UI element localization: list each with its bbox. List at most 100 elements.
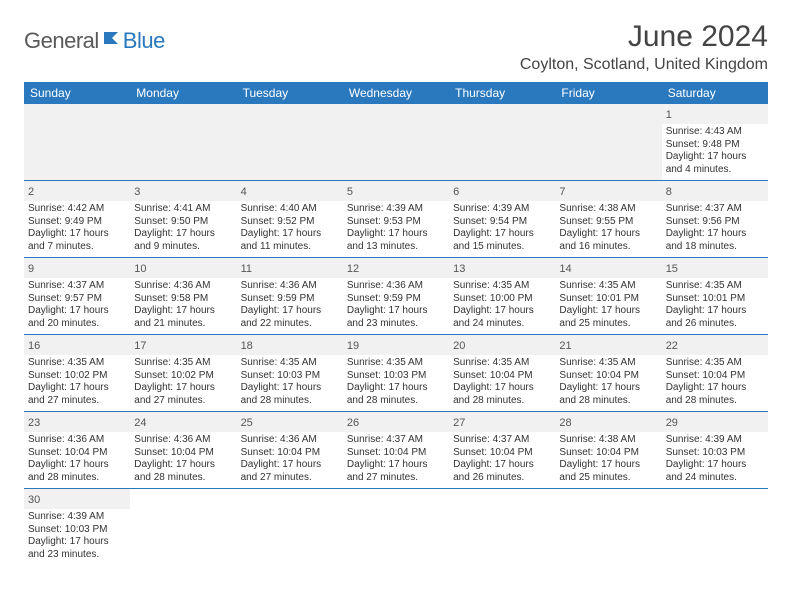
calendar-cell: 7Sunrise: 4:38 AMSunset: 9:55 PMDaylight… bbox=[555, 181, 661, 258]
sunset-text: Sunset: 10:02 PM bbox=[28, 370, 126, 383]
sunset-text: Sunset: 9:55 PM bbox=[559, 216, 657, 229]
day-details: Sunrise: 4:36 AMSunset: 10:04 PMDaylight… bbox=[28, 434, 126, 484]
calendar-cell bbox=[449, 104, 555, 181]
calendar-cell: 29 Sunrise: 4:39 AMSunset: 10:03 PMDaylig… bbox=[662, 412, 768, 489]
day-details: Sunrise: 4:38 AMSunset: 9:55 PMDaylight:… bbox=[559, 203, 657, 253]
day-number: 3 bbox=[134, 186, 140, 198]
logo-text-general: General bbox=[24, 28, 99, 54]
sunrise-text: Sunrise: 4:43 AM bbox=[666, 126, 764, 139]
calendar-body: 1Sunrise: 4:43 AMSunset: 9:48 PMDaylight… bbox=[24, 104, 768, 565]
day-details: Sunrise: 4:37 AMSunset: 10:04 PMDaylight… bbox=[453, 434, 551, 484]
sunrise-text: Sunrise: 4:37 AM bbox=[666, 203, 764, 216]
calendar-cell: 4Sunrise: 4:40 AMSunset: 9:52 PMDaylight… bbox=[237, 181, 343, 258]
day-header: Friday bbox=[555, 82, 661, 104]
day-details: Sunrise: 4:35 AMSunset: 10:03 PMDaylight… bbox=[241, 357, 339, 407]
day-number: 26 bbox=[347, 417, 359, 429]
calendar-cell: 1Sunrise: 4:43 AMSunset: 9:48 PMDaylight… bbox=[662, 104, 768, 181]
day-number: 6 bbox=[453, 186, 459, 198]
day-details: Sunrise: 4:35 AMSunset: 10:00 PMDaylight… bbox=[453, 280, 551, 330]
day-number: 29 bbox=[666, 417, 678, 429]
daylight-text: Daylight: 17 hours and 27 minutes. bbox=[134, 382, 232, 407]
day-details: Sunrise: 4:43 AMSunset: 9:48 PMDaylight:… bbox=[666, 126, 764, 176]
sunrise-text: Sunrise: 4:37 AM bbox=[453, 434, 551, 447]
sunset-text: Sunset: 10:02 PM bbox=[134, 370, 232, 383]
day-details: Sunrise: 4:39 AMSunset: 10:03 PMDaylight… bbox=[666, 434, 764, 484]
day-details: Sunrise: 4:37 AMSunset: 9:56 PMDaylight:… bbox=[666, 203, 764, 253]
daylight-text: Daylight: 17 hours and 18 minutes. bbox=[666, 228, 764, 253]
header: General Blue June 2024 Coylton, Scotland… bbox=[24, 20, 768, 74]
sunrise-text: Sunrise: 4:35 AM bbox=[347, 357, 445, 370]
sunset-text: Sunset: 10:04 PM bbox=[453, 370, 551, 383]
sunrise-text: Sunrise: 4:37 AM bbox=[347, 434, 445, 447]
sunset-text: Sunset: 10:04 PM bbox=[559, 447, 657, 460]
calendar-cell: 27Sunrise: 4:37 AMSunset: 10:04 PMDaylig… bbox=[449, 412, 555, 489]
day-number: 28 bbox=[559, 417, 571, 429]
calendar-cell bbox=[237, 489, 343, 566]
calendar-cell bbox=[343, 489, 449, 566]
sunrise-text: Sunrise: 4:35 AM bbox=[559, 280, 657, 293]
calendar-cell: 11Sunrise: 4:36 AMSunset: 9:59 PMDayligh… bbox=[237, 258, 343, 335]
day-number: 20 bbox=[453, 340, 465, 352]
day-header: Tuesday bbox=[237, 82, 343, 104]
sunrise-text: Sunrise: 4:35 AM bbox=[134, 357, 232, 370]
calendar-table: SundayMondayTuesdayWednesdayThursdayFrid… bbox=[24, 82, 768, 565]
calendar-week: 1Sunrise: 4:43 AMSunset: 9:48 PMDaylight… bbox=[24, 104, 768, 181]
sunset-text: Sunset: 10:04 PM bbox=[666, 370, 764, 383]
day-number: 10 bbox=[134, 263, 146, 275]
day-details: Sunrise: 4:39 AMSunset: 9:54 PMDaylight:… bbox=[453, 203, 551, 253]
day-header: Saturday bbox=[662, 82, 768, 104]
day-details: Sunrise: 4:36 AMSunset: 10:04 PMDaylight… bbox=[134, 434, 232, 484]
sunrise-text: Sunrise: 4:36 AM bbox=[241, 280, 339, 293]
calendar-cell bbox=[130, 489, 236, 566]
daylight-text: Daylight: 17 hours and 16 minutes. bbox=[559, 228, 657, 253]
calendar-cell: 5Sunrise: 4:39 AMSunset: 9:53 PMDaylight… bbox=[343, 181, 449, 258]
sunset-text: Sunset: 9:57 PM bbox=[28, 293, 126, 306]
day-details: Sunrise: 4:36 AMSunset: 10:04 PMDaylight… bbox=[241, 434, 339, 484]
logo-text-blue: Blue bbox=[123, 28, 165, 54]
sunset-text: Sunset: 9:59 PM bbox=[347, 293, 445, 306]
sunrise-text: Sunrise: 4:38 AM bbox=[559, 203, 657, 216]
day-details: Sunrise: 4:42 AMSunset: 9:49 PMDaylight:… bbox=[28, 203, 126, 253]
day-details: Sunrise: 4:35 AMSunset: 10:03 PMDaylight… bbox=[347, 357, 445, 407]
day-header: Sunday bbox=[24, 82, 130, 104]
day-details: Sunrise: 4:35 AMSunset: 10:04 PMDaylight… bbox=[666, 357, 764, 407]
day-details: Sunrise: 4:35 AMSunset: 10:02 PMDaylight… bbox=[28, 357, 126, 407]
day-details: Sunrise: 4:35 AMSunset: 10:01 PMDaylight… bbox=[666, 280, 764, 330]
day-details: Sunrise: 4:37 AMSunset: 9:57 PMDaylight:… bbox=[28, 280, 126, 330]
sunrise-text: Sunrise: 4:39 AM bbox=[347, 203, 445, 216]
day-number: 8 bbox=[666, 186, 672, 198]
day-number: 24 bbox=[134, 417, 146, 429]
calendar-cell: 20Sunrise: 4:35 AMSunset: 10:04 PMDaylig… bbox=[449, 335, 555, 412]
sunrise-text: Sunrise: 4:35 AM bbox=[28, 357, 126, 370]
day-details: Sunrise: 4:35 AMSunset: 10:02 PMDaylight… bbox=[134, 357, 232, 407]
sunset-text: Sunset: 10:03 PM bbox=[347, 370, 445, 383]
daylight-text: Daylight: 17 hours and 28 minutes. bbox=[28, 459, 126, 484]
daylight-text: Daylight: 17 hours and 28 minutes. bbox=[134, 459, 232, 484]
day-number: 17 bbox=[134, 340, 146, 352]
sunset-text: Sunset: 9:54 PM bbox=[453, 216, 551, 229]
sunset-text: Sunset: 10:01 PM bbox=[666, 293, 764, 306]
sunrise-text: Sunrise: 4:35 AM bbox=[666, 280, 764, 293]
day-details: Sunrise: 4:35 AMSunset: 10:01 PMDaylight… bbox=[559, 280, 657, 330]
sunrise-text: Sunrise: 4:39 AM bbox=[28, 511, 126, 524]
daylight-text: Daylight: 17 hours and 25 minutes. bbox=[559, 459, 657, 484]
daylight-text: Daylight: 17 hours and 24 minutes. bbox=[453, 305, 551, 330]
calendar-cell: 8 Sunrise: 4:37 AMSunset: 9:56 PMDaylight… bbox=[662, 181, 768, 258]
sunset-text: Sunset: 10:04 PM bbox=[134, 447, 232, 460]
day-number: 13 bbox=[453, 263, 465, 275]
sunrise-text: Sunrise: 4:36 AM bbox=[347, 280, 445, 293]
day-number: 4 bbox=[241, 186, 247, 198]
calendar-cell: 12Sunrise: 4:36 AMSunset: 9:59 PMDayligh… bbox=[343, 258, 449, 335]
daylight-text: Daylight: 17 hours and 28 minutes. bbox=[347, 382, 445, 407]
calendar-cell bbox=[555, 104, 661, 181]
calendar-header-row: SundayMondayTuesdayWednesdayThursdayFrid… bbox=[24, 82, 768, 104]
calendar-cell bbox=[449, 489, 555, 566]
sunset-text: Sunset: 10:04 PM bbox=[241, 447, 339, 460]
daylight-text: Daylight: 17 hours and 21 minutes. bbox=[134, 305, 232, 330]
sunrise-text: Sunrise: 4:38 AM bbox=[559, 434, 657, 447]
calendar-week: 23Sunrise: 4:36 AMSunset: 10:04 PMDaylig… bbox=[24, 412, 768, 489]
calendar-cell: 19Sunrise: 4:35 AMSunset: 10:03 PMDaylig… bbox=[343, 335, 449, 412]
sunrise-text: Sunrise: 4:36 AM bbox=[28, 434, 126, 447]
daylight-text: Daylight: 17 hours and 7 minutes. bbox=[28, 228, 126, 253]
title-block: June 2024 Coylton, Scotland, United King… bbox=[520, 20, 768, 74]
